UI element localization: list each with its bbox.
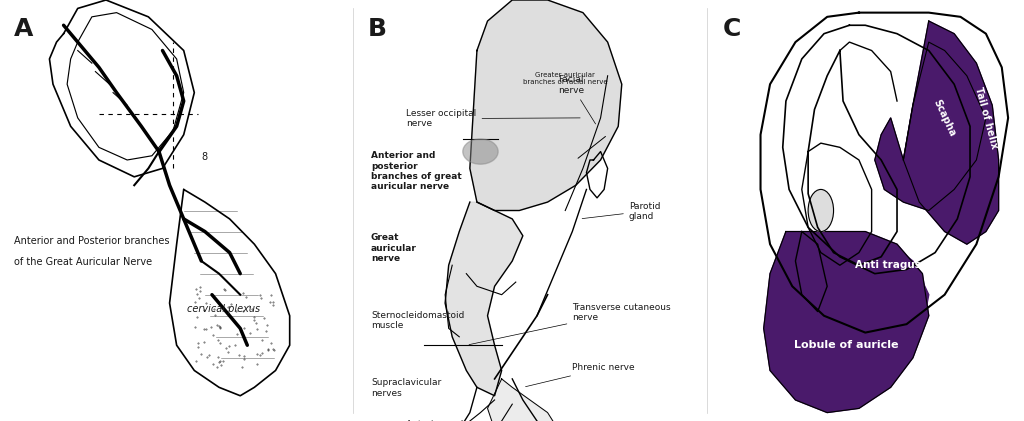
Text: Supraclavicular
nerves: Supraclavicular nerves [371, 378, 441, 398]
Polygon shape [470, 0, 622, 210]
Ellipse shape [463, 139, 498, 164]
Text: Transverse cutaneous
nerve: Transverse cutaneous nerve [469, 303, 671, 345]
Text: Scapha: Scapha [932, 98, 957, 138]
Polygon shape [874, 42, 986, 210]
Polygon shape [487, 379, 558, 421]
Text: Facial
nerve: Facial nerve [558, 75, 596, 124]
Text: cervical plexus: cervical plexus [187, 304, 260, 314]
Text: Tail of helix: Tail of helix [973, 86, 999, 150]
Text: Parotid
gland: Parotid gland [582, 202, 660, 221]
Polygon shape [764, 232, 929, 413]
Text: Greater auricular
branches of facial nerve: Greater auricular branches of facial ner… [523, 72, 607, 85]
Text: A: A [14, 17, 34, 41]
Text: Sternocleidomastoid
muscle: Sternocleidomastoid muscle [371, 311, 464, 330]
Ellipse shape [808, 189, 834, 232]
Text: B: B [368, 17, 386, 41]
Polygon shape [903, 21, 998, 244]
Text: of the Great Auricular Nerve: of the Great Auricular Nerve [14, 257, 153, 267]
Text: Phrenic nerve: Phrenic nerve [525, 363, 635, 386]
Text: Anterior and
posterior
branches of great
auricular nerve: Anterior and posterior branches of great… [371, 151, 462, 192]
Polygon shape [856, 244, 929, 345]
Text: C: C [722, 17, 740, 41]
Text: Great
auricular
nerve: Great auricular nerve [371, 233, 417, 263]
Text: Lesser occipital
nerve: Lesser occipital nerve [407, 109, 581, 128]
Text: 8: 8 [202, 152, 208, 162]
Text: Lobule of auricle: Lobule of auricle [794, 340, 898, 350]
Text: Anti tragus: Anti tragus [855, 260, 921, 270]
Polygon shape [445, 202, 523, 396]
Text: Anterior and Posterior branches: Anterior and Posterior branches [14, 236, 170, 246]
